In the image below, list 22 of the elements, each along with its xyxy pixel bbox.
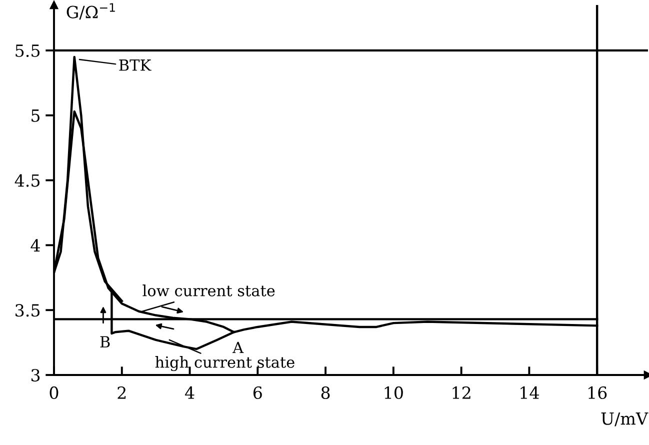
y-tick-label: 4 — [30, 239, 40, 252]
y-axis-title: G/Ω$^{−1}$ — [66, 3, 115, 20]
annotation: BTK — [119, 60, 152, 71]
annotation: A — [232, 342, 244, 354]
x-tick-label: 14 — [520, 386, 539, 399]
x-tick-label: 16 — [588, 386, 607, 400]
x-tick-label: 2 — [118, 386, 126, 399]
y-tick-label: 3 — [31, 368, 40, 382]
annotation: low current state — [142, 284, 275, 296]
x-tick-label: 12 — [452, 386, 470, 399]
x-tick-label: 4 — [184, 386, 194, 399]
x-tick-label: 6 — [253, 386, 262, 400]
annotation: high current state — [155, 356, 294, 372]
y-tick-label: 5 — [32, 110, 40, 122]
y-tick-label: 4.5 — [14, 174, 40, 187]
x-tick-label: 10 — [384, 386, 403, 400]
y-tick-label: 5.5 — [16, 44, 40, 58]
x-tick-label: 8 — [321, 386, 330, 400]
annotation: B — [100, 336, 110, 348]
y-tick-label: 3.5 — [16, 304, 40, 317]
x-tick-label: 0 — [50, 386, 58, 400]
x-axis-title: U/mV — [601, 412, 648, 426]
